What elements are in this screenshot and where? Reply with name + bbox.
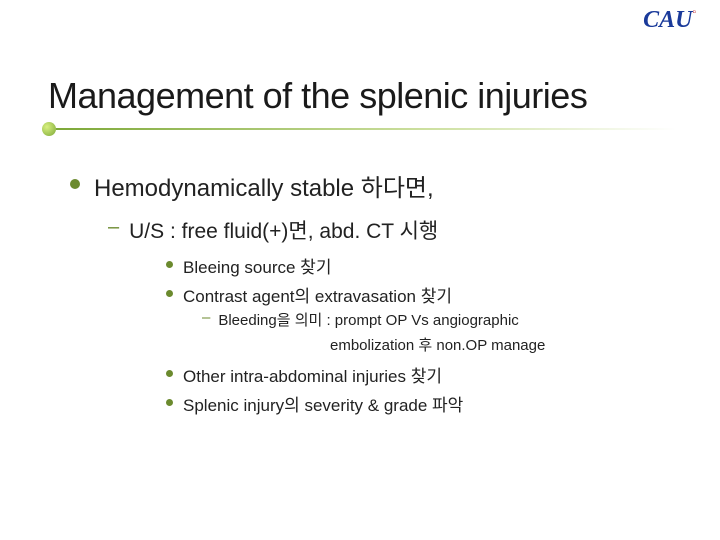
dash-icon: – xyxy=(108,216,119,239)
orb-icon xyxy=(42,122,56,136)
logo-square-icon: ▫ xyxy=(692,7,696,18)
logo-text: CAU xyxy=(643,8,692,32)
lvl1-text: Hemodynamically stable 하다면, xyxy=(94,168,434,203)
lvl3-text-a: Bleeing source 찾기 xyxy=(183,253,331,278)
title-underline xyxy=(48,127,688,131)
bullet-lvl2: – U/S : free fluid(+)면, abd. CT 시행 xyxy=(108,215,680,245)
bullet-icon xyxy=(166,399,173,406)
bullet-icon xyxy=(166,290,173,297)
bullet-lvl1: Hemodynamically stable 하다면, xyxy=(70,168,680,203)
bullet-lvl3-d: Splenic injury의 severity & grade 파악 xyxy=(166,391,680,416)
bullet-lvl3-c: Other intra-abdominal injuries 찾기 xyxy=(166,362,680,387)
body-area: Hemodynamically stable 하다면, – U/S : free… xyxy=(70,168,680,418)
bullet-lvl4: – Bleeding을 의미 : prompt OP Vs angiograph… xyxy=(202,309,680,332)
bullet-lvl3-a: Bleeing source 찾기 xyxy=(166,253,680,278)
dash-icon: – xyxy=(202,309,210,326)
bullet-icon xyxy=(166,370,173,377)
underline-bar xyxy=(56,128,676,130)
bullet-lvl3-b: Contrast agent의 extravasation 찾기 xyxy=(166,282,680,307)
lvl2-text: U/S : free fluid(+)면, abd. CT 시행 xyxy=(129,215,438,245)
bullet-icon xyxy=(70,179,80,189)
lvl4-text-2: embolization 후 non.OP manage xyxy=(330,334,680,357)
bullet-icon xyxy=(166,261,173,268)
slide: CAU ▫ Management of the splenic injuries… xyxy=(0,0,720,540)
lvl3-text-d: Splenic injury의 severity & grade 파악 xyxy=(183,391,463,416)
title-area: Management of the splenic injuries xyxy=(48,75,690,131)
lvl3-text-b: Contrast agent의 extravasation 찾기 xyxy=(183,282,452,307)
logo: CAU ▫ xyxy=(643,8,698,32)
lvl4-text-1: Bleeding을 의미 : prompt OP Vs angiographic xyxy=(218,309,518,332)
lvl3-text-c: Other intra-abdominal injuries 찾기 xyxy=(183,362,442,387)
slide-title: Management of the splenic injuries xyxy=(48,75,690,117)
